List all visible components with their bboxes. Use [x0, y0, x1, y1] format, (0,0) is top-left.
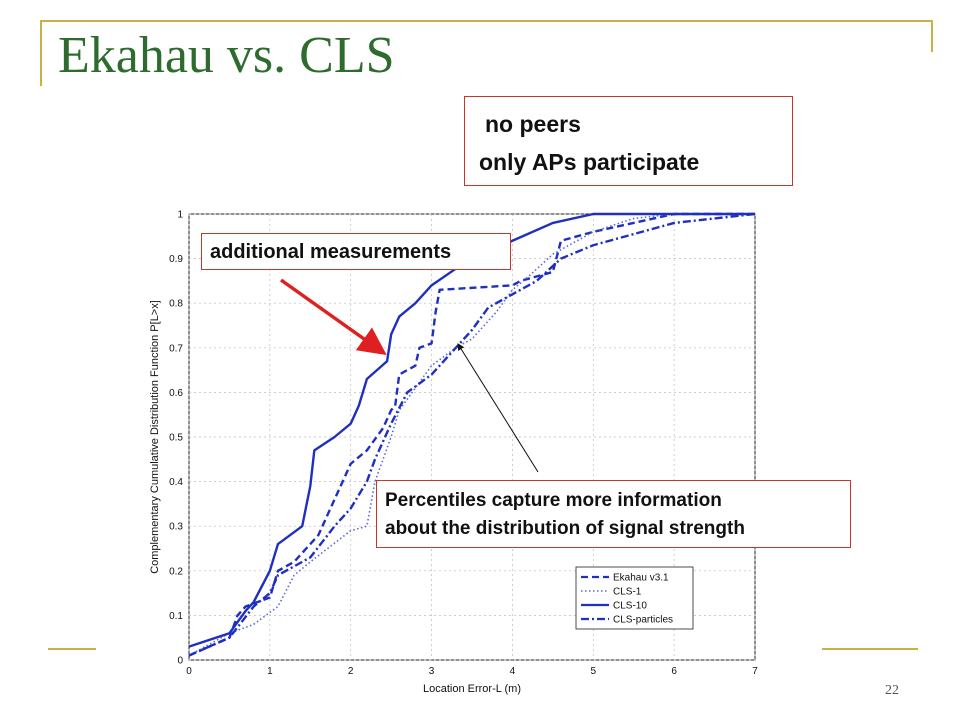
y-tick-label: 0.6: [169, 388, 183, 399]
y-tick-label: 0.3: [169, 522, 183, 533]
slide-title: Ekahau vs. CLS: [58, 27, 395, 84]
decor-left-line: [40, 20, 42, 86]
pointer-arrow: [457, 343, 539, 473]
y-axis-label: Complementary Cumulative Distribution Fu…: [149, 300, 161, 574]
page-number: 22: [885, 683, 899, 698]
callout-percentiles: Percentiles capture more information abo…: [376, 480, 851, 548]
series-line-cls-particles: [188, 212, 756, 657]
x-axis-label: Location Error-L (m): [423, 683, 521, 695]
x-tick-label: 3: [429, 666, 435, 677]
y-tick-label: 0.9: [169, 254, 183, 265]
red-arrow: [279, 278, 387, 356]
legend-label: CLS-particles: [613, 615, 673, 626]
callout-peers-line2: only APs participate: [479, 149, 700, 175]
y-tick-label: 1: [177, 210, 183, 221]
series-line-ekahau-v3-1: [188, 212, 755, 657]
x-tick-label: 4: [510, 666, 516, 677]
x-tick-label: 6: [671, 666, 677, 677]
y-tick-label: 0.7: [169, 343, 183, 354]
y-tick-label: 0: [177, 656, 183, 667]
x-tick-label: 0: [186, 666, 192, 677]
callout-percentiles-line1: Percentiles capture more information: [385, 490, 722, 511]
callout-no-peers: no peers only APs participate: [464, 96, 793, 186]
legend-label: CLS-1: [613, 587, 642, 598]
y-tick-label: 0.1: [169, 611, 183, 622]
decor-bottom-right-line: [822, 648, 918, 650]
legend-label: CLS-10: [613, 601, 647, 612]
x-tick-label: 1: [267, 666, 273, 677]
y-tick-label: 0.2: [169, 566, 183, 577]
callout-additional-measurements: additional measurements: [201, 233, 511, 270]
callout-peers-line1: no peers: [485, 111, 581, 137]
decor-bottom-left-line: [48, 648, 96, 650]
decor-top-line: [40, 20, 933, 22]
x-tick-label: 2: [348, 666, 354, 677]
y-tick-label: 0.8: [169, 299, 183, 310]
y-tick-label: 0.4: [169, 477, 183, 488]
decor-right-line: [931, 20, 933, 52]
callout-percentiles-line2: about the distribution of signal strengt…: [385, 518, 745, 539]
x-tick-label: 5: [591, 666, 597, 677]
x-tick-label: 7: [752, 666, 758, 677]
y-tick-label: 0.5: [169, 433, 183, 444]
legend-label: Ekahau v3.1: [613, 573, 669, 584]
